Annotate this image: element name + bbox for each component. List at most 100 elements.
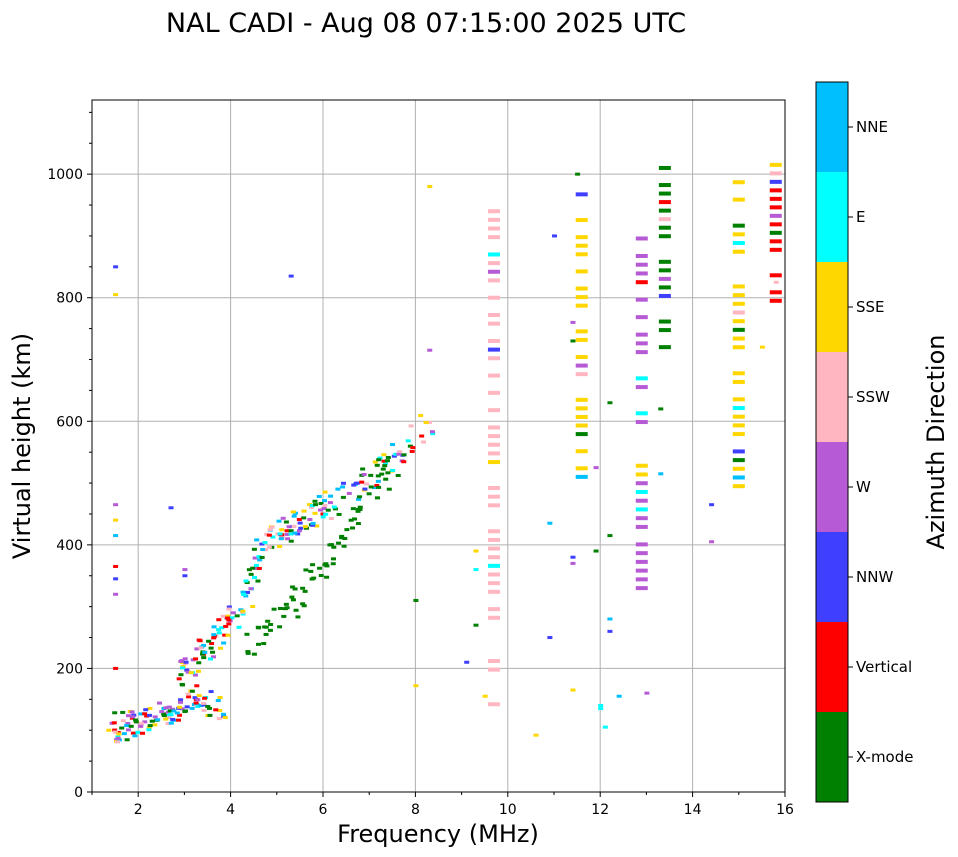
- data-point: [182, 574, 188, 578]
- column-data-point: [732, 336, 745, 341]
- data-point: [383, 461, 389, 465]
- column-data-point: [575, 337, 588, 342]
- colorbar-tick-label: NNE: [856, 118, 888, 136]
- data-point: [243, 579, 249, 583]
- data-point: [286, 525, 292, 529]
- data-point: [344, 528, 350, 532]
- data-point: [283, 602, 289, 606]
- data-point: [271, 607, 277, 611]
- data-point: [216, 628, 222, 632]
- data-point: [421, 440, 427, 444]
- data-point: [182, 568, 188, 572]
- data-point: [261, 642, 267, 646]
- data-point: [167, 712, 173, 716]
- column-data-point: [635, 516, 648, 521]
- data-point: [473, 549, 479, 553]
- data-point: [166, 715, 172, 719]
- column-data-point: [658, 328, 671, 333]
- data-point: [209, 642, 215, 646]
- colorbar-frame: [815, 81, 849, 803]
- plot-area: 2 4 6 8 10 12 14 16 0 200 400 600 800 1000: [47, 99, 794, 818]
- column-data-point: [658, 293, 671, 298]
- data-point: [176, 718, 182, 722]
- data-point: [194, 647, 200, 651]
- data-point: [658, 407, 664, 411]
- data-point: [328, 494, 334, 498]
- data-point: [245, 650, 251, 654]
- data-point: [262, 541, 268, 545]
- column-data-point: [487, 209, 500, 214]
- data-point: [208, 646, 214, 650]
- data-point: [230, 611, 236, 615]
- colorbar-tick-label: E: [856, 208, 865, 226]
- data-point: [285, 537, 291, 541]
- column-data-point: [487, 667, 500, 672]
- data-point: [167, 709, 173, 713]
- column-data-point: [769, 171, 782, 176]
- data-point: [147, 706, 153, 710]
- data-point: [381, 453, 387, 457]
- data-point: [113, 534, 119, 538]
- data-point: [318, 574, 324, 578]
- column-data-point: [658, 183, 671, 188]
- column-data-point: [635, 332, 648, 337]
- data-point: [113, 564, 119, 568]
- data-point: [267, 528, 273, 532]
- data-point: [201, 708, 207, 712]
- data-point: [331, 505, 337, 509]
- data-point: [170, 707, 176, 711]
- data-point: [224, 614, 230, 618]
- data-point: [607, 617, 613, 621]
- data-point: [176, 677, 182, 681]
- data-point: [114, 740, 120, 744]
- column-data-point: [575, 243, 588, 248]
- data-point: [376, 485, 382, 489]
- column-data-point: [487, 434, 500, 439]
- data-point: [259, 542, 265, 546]
- column-data-point: [658, 345, 671, 350]
- data-point: [195, 698, 201, 702]
- data-point: [116, 732, 122, 736]
- column-data-point: [658, 268, 671, 273]
- axes: 2 4 6 8 10 12 14 16 0 200 400 600 800 1000: [47, 111, 794, 818]
- column-data-point: [487, 659, 500, 664]
- data-point: [393, 452, 399, 456]
- data-point: [290, 510, 296, 514]
- data-point: [251, 547, 257, 551]
- data-point: [192, 696, 198, 700]
- data-point: [265, 619, 271, 623]
- data-point: [216, 618, 222, 622]
- plot-frame: [91, 99, 786, 793]
- data-point: [322, 504, 328, 508]
- data-point: [401, 453, 407, 457]
- data-point: [336, 541, 342, 545]
- data-point: [418, 413, 424, 417]
- x-tick-label: 16: [776, 802, 794, 818]
- data-point: [277, 544, 283, 548]
- data-point: [113, 577, 119, 581]
- column-data-point: [658, 276, 671, 281]
- data-point: [201, 643, 207, 647]
- data-point: [427, 348, 433, 352]
- data-point: [374, 484, 380, 488]
- data-point: [575, 172, 581, 176]
- data-point: [385, 455, 391, 459]
- column-data-point: [635, 411, 648, 416]
- data-point: [143, 708, 149, 712]
- data-point: [226, 605, 232, 609]
- column-data-point: [732, 327, 745, 332]
- data-point: [308, 569, 314, 573]
- data-point: [166, 705, 172, 709]
- column-data-point: [769, 179, 782, 184]
- column-data-point: [487, 226, 500, 231]
- data-point: [133, 720, 139, 724]
- column-data-point: [487, 408, 500, 413]
- data-point: [178, 700, 184, 704]
- data-point: [179, 682, 185, 686]
- data-point: [217, 695, 223, 699]
- column-data-point: [769, 196, 782, 201]
- colorbar-segment: [816, 532, 848, 622]
- column-data-point: [575, 329, 588, 334]
- data-point: [215, 699, 221, 703]
- column-data-point: [487, 235, 500, 240]
